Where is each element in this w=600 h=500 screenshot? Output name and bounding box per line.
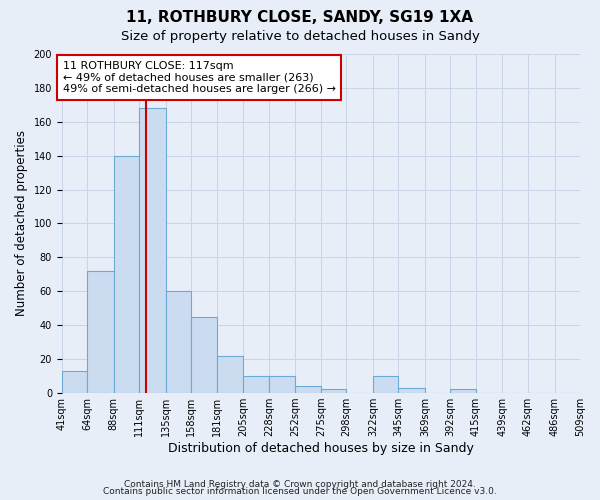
X-axis label: Distribution of detached houses by size in Sandy: Distribution of detached houses by size … [168, 442, 474, 455]
Bar [398, 388, 425, 393]
Bar [269, 376, 295, 393]
Bar [295, 386, 321, 393]
Bar [451, 390, 476, 393]
Bar [114, 156, 139, 393]
Bar [166, 291, 191, 393]
Bar [217, 356, 244, 393]
Text: Contains HM Land Registry data © Crown copyright and database right 2024.: Contains HM Land Registry data © Crown c… [124, 480, 476, 489]
Text: 11, ROTHBURY CLOSE, SANDY, SG19 1XA: 11, ROTHBURY CLOSE, SANDY, SG19 1XA [127, 10, 473, 25]
Y-axis label: Number of detached properties: Number of detached properties [15, 130, 28, 316]
Text: Size of property relative to detached houses in Sandy: Size of property relative to detached ho… [121, 30, 479, 43]
Bar [191, 316, 217, 393]
Bar [62, 371, 87, 393]
Bar [139, 108, 166, 393]
Bar [321, 390, 346, 393]
Bar [373, 376, 398, 393]
Text: Contains public sector information licensed under the Open Government Licence v3: Contains public sector information licen… [103, 487, 497, 496]
Bar [87, 271, 114, 393]
Text: 11 ROTHBURY CLOSE: 117sqm
← 49% of detached houses are smaller (263)
49% of semi: 11 ROTHBURY CLOSE: 117sqm ← 49% of detac… [63, 61, 336, 94]
Bar [244, 376, 269, 393]
